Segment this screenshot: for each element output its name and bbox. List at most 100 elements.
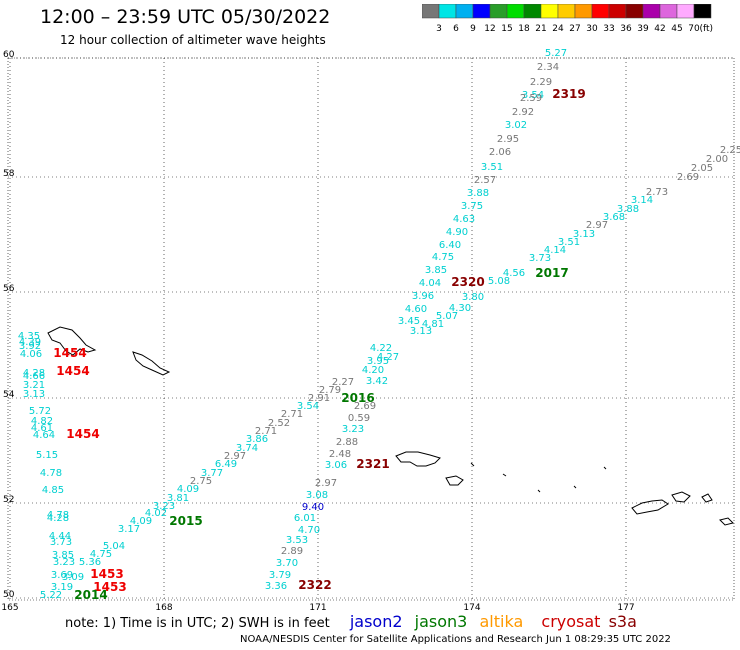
wave-height-value: 3.79 bbox=[269, 570, 291, 581]
wave-height-value: 2.69 bbox=[354, 401, 376, 412]
pass-time-label: 2319 bbox=[552, 87, 585, 101]
wave-height-value: 3.88 bbox=[467, 188, 489, 199]
pass-time-label: 2014 bbox=[74, 588, 107, 602]
islet-2 bbox=[502, 473, 507, 477]
lat-label: 50 bbox=[3, 590, 15, 600]
wave-height-value: 3.54 bbox=[522, 90, 544, 101]
wave-height-value: 5.07 bbox=[436, 311, 458, 322]
pass-time-label: 2322 bbox=[298, 578, 331, 592]
wave-height-value: 3.14 bbox=[631, 195, 653, 206]
islet-1 bbox=[470, 462, 475, 467]
wave-height-value: 3.23 bbox=[342, 424, 364, 435]
wave-height-value: 3.42 bbox=[366, 376, 388, 387]
islet-4 bbox=[573, 485, 577, 489]
wave-height-value: 4.28 bbox=[23, 368, 45, 379]
legend-swatch bbox=[693, 4, 712, 19]
islet-3 bbox=[537, 489, 541, 493]
wave-height-value: 3.23 bbox=[153, 501, 175, 512]
wave-height-value: 2.34 bbox=[537, 62, 559, 73]
islet-5 bbox=[603, 466, 607, 470]
wave-height-value: 3.96 bbox=[412, 291, 434, 302]
wave-height-value: 3.85 bbox=[425, 265, 447, 276]
sat-s3a: s3a bbox=[608, 612, 637, 631]
pass-time-label: 2320 bbox=[451, 275, 484, 289]
legend-label: 12 bbox=[484, 24, 495, 34]
wave-height-value: 2.69 bbox=[677, 172, 699, 183]
lat-lon-grid: 60 58 56 54 52 50 165 168 171 174 177 bbox=[1, 50, 735, 612]
lon-label: 174 bbox=[463, 603, 480, 612]
pass-time-label: 1453 bbox=[90, 567, 123, 581]
legend-label: 24 bbox=[552, 24, 564, 34]
lon-label: 168 bbox=[155, 603, 172, 612]
lat-label: 52 bbox=[3, 495, 14, 505]
wave-height-value: 3.02 bbox=[505, 120, 527, 131]
pass-time-label: 2017 bbox=[535, 266, 568, 280]
wave-height-value: 4.63 bbox=[453, 214, 475, 225]
wave-height-value: 3.80 bbox=[462, 292, 484, 303]
wave-height-value: 4.02 bbox=[145, 508, 167, 519]
island-nunivak bbox=[132, 351, 171, 376]
island-st-lawrence bbox=[47, 326, 97, 356]
map-frame bbox=[7, 57, 735, 601]
wave-height-value: 3.45 bbox=[398, 316, 420, 327]
wave-height-value: 4.85 bbox=[42, 485, 64, 496]
note-text: note: 1) Time is in UTC; 2) SWH is in fe… bbox=[65, 616, 330, 631]
legend-label: 45 bbox=[671, 24, 682, 34]
wave-height-value: 3.77 bbox=[201, 468, 223, 479]
map-subtitle: 12 hour collection of altimeter wave hei… bbox=[60, 33, 326, 47]
wave-height-value: 3.73 bbox=[529, 253, 551, 264]
wave-height-value: 4.30 bbox=[449, 303, 471, 314]
wave-height-value: 5.04 bbox=[103, 541, 125, 552]
legend-label: 30 bbox=[586, 24, 598, 34]
wave-height-value: 2.79 bbox=[319, 385, 341, 396]
wave-height-value: 4.75 bbox=[90, 549, 112, 560]
wave-height-value: 3.13 bbox=[23, 389, 45, 400]
pass-time-label: 2016 bbox=[341, 391, 374, 405]
wave-height-value: 4.14 bbox=[544, 245, 566, 256]
wave-height-value: 4.39 bbox=[19, 337, 41, 348]
wave-height-value: 2.52 bbox=[268, 418, 290, 429]
island-aleutian-3 bbox=[701, 493, 713, 503]
wave-height-value: 3.95 bbox=[367, 356, 389, 367]
wave-height-value: 4.04 bbox=[419, 278, 441, 289]
wave-height-value: 2.95 bbox=[497, 134, 519, 145]
wave-height-value: 6.40 bbox=[439, 240, 461, 251]
wave-height-value: 3.75 bbox=[461, 201, 483, 212]
legend-unit: (ft) bbox=[699, 24, 713, 34]
legend-label: 42 bbox=[654, 24, 665, 34]
wave-height-value: 3.92 bbox=[19, 341, 41, 352]
wave-height-value: 2.00 bbox=[706, 154, 728, 165]
legend-label: 39 bbox=[637, 24, 649, 34]
wave-height-value: 2.91 bbox=[308, 393, 330, 404]
wave-height-value: 2.92 bbox=[512, 107, 534, 118]
wave-height-value: 4.28 bbox=[47, 513, 69, 524]
wave-height-value: 4.82 bbox=[31, 416, 53, 427]
wave-height-value: 4.27 bbox=[377, 352, 399, 363]
lon-label: 177 bbox=[617, 603, 634, 612]
wave-height-value: 2.48 bbox=[329, 449, 351, 460]
wave-height-value: 2.97 bbox=[586, 220, 608, 231]
wave-height-value: 3.68 bbox=[603, 212, 625, 223]
wave-height-value: 3.74 bbox=[236, 443, 258, 454]
legend-label: 18 bbox=[518, 24, 530, 34]
legend-label: 6 bbox=[453, 24, 459, 34]
wave-height-value: 0.59 bbox=[348, 413, 370, 424]
map-title: 12:00 – 23:59 UTC 05/30/2022 bbox=[40, 6, 331, 28]
wave-height-value: 3.88 bbox=[617, 204, 639, 215]
wave-height-value: 4.09 bbox=[130, 516, 152, 527]
wave-height-value: 2.73 bbox=[646, 187, 668, 198]
wave-height-value: 2.29 bbox=[530, 77, 552, 88]
wave-height-value: 3.69 bbox=[51, 570, 73, 581]
wave-height-value: 6.01 bbox=[294, 513, 316, 524]
color-scale-legend: 3 6 9 12 15 18 21 24 27 30 33 36 39 42 45 70 (ft) bbox=[422, 4, 713, 34]
altimeter-map: 60 58 56 54 52 50 165 168 171 174 177 5.27 3.54 3.02… bbox=[1, 48, 740, 612]
wave-height-value: 3.08 bbox=[306, 490, 328, 501]
wave-height-value: 3.73 bbox=[50, 537, 72, 548]
wave-height-value: 5.36 bbox=[79, 557, 101, 568]
wave-height-value: 4.06 bbox=[20, 349, 42, 360]
wave-height-value: 4.61 bbox=[31, 423, 53, 434]
wave-height-value: 3.85 bbox=[52, 550, 74, 561]
wave-height-value: 3.70 bbox=[276, 558, 298, 569]
wave-height-value: 2.06 bbox=[489, 147, 511, 158]
wave-height-value: 3.13 bbox=[410, 326, 432, 337]
